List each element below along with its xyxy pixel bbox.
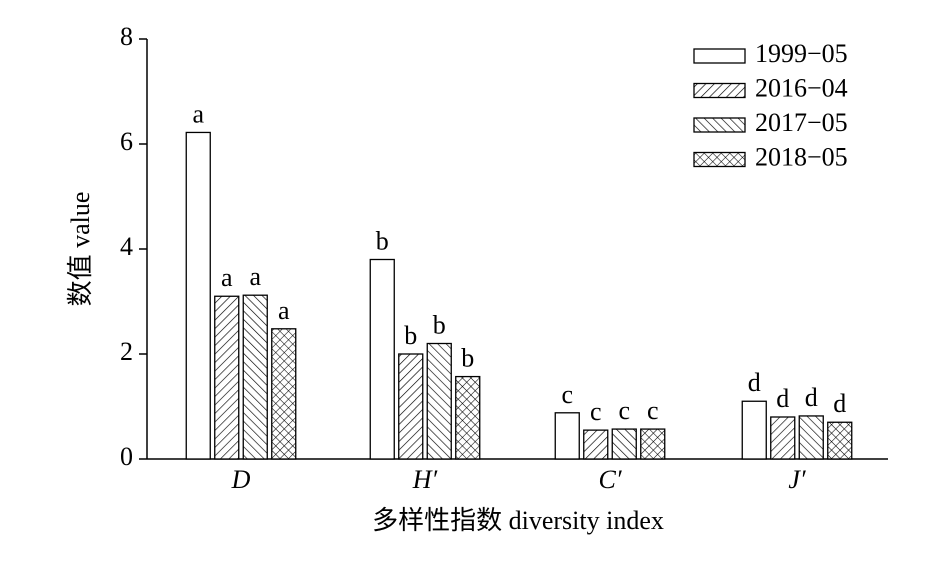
bar — [640, 428, 666, 460]
y-tick-label: 4 — [120, 232, 133, 261]
y-tick-label: 2 — [120, 337, 133, 366]
significance-label: a — [221, 263, 233, 292]
bar — [185, 131, 211, 460]
bar — [242, 294, 268, 460]
significance-label: a — [249, 262, 261, 291]
significance-label: b — [376, 226, 389, 255]
significance-label: d — [805, 383, 818, 412]
bar — [271, 328, 297, 460]
significance-label: d — [748, 368, 761, 397]
significance-label: b — [433, 310, 446, 339]
bar — [398, 353, 424, 460]
x-tick-label: J′ — [788, 465, 806, 494]
legend-label: 2016−04 — [755, 73, 848, 102]
bar — [214, 295, 240, 460]
y-tick-label: 6 — [120, 127, 133, 156]
bar — [455, 375, 481, 460]
bar — [426, 342, 452, 460]
y-axis-title: 数值 value — [66, 192, 95, 307]
bar — [798, 415, 824, 460]
bar — [583, 429, 609, 460]
x-tick-label: C′ — [598, 465, 621, 494]
legend-swatch — [693, 151, 746, 168]
bar — [554, 412, 580, 460]
legend-swatch — [693, 48, 746, 64]
significance-label: c — [561, 380, 573, 409]
y-tick-label: 0 — [120, 442, 133, 471]
bar — [741, 400, 767, 460]
significance-label: a — [278, 296, 290, 325]
legend-swatch — [693, 117, 746, 133]
significance-label: c — [590, 397, 602, 426]
significance-label: b — [404, 321, 417, 350]
bar — [369, 258, 395, 460]
significance-label: b — [461, 344, 474, 373]
x-tick-label: D — [231, 465, 251, 494]
significance-label: d — [776, 384, 789, 413]
significance-label: d — [833, 389, 846, 418]
significance-label: c — [647, 396, 659, 425]
legend-label: 2018−05 — [755, 142, 848, 171]
bar — [770, 416, 796, 460]
x-axis-title: 多样性指数 diversity index — [372, 506, 664, 535]
x-tick-label: H′ — [412, 465, 438, 494]
bar — [611, 428, 637, 460]
legend-label: 2017−05 — [755, 108, 848, 137]
significance-label: c — [618, 396, 630, 425]
legend-label: 1999−05 — [755, 39, 848, 68]
legend-swatch — [693, 82, 746, 99]
y-tick-label: 8 — [120, 22, 133, 51]
significance-label: a — [192, 99, 204, 128]
bar — [827, 421, 853, 460]
